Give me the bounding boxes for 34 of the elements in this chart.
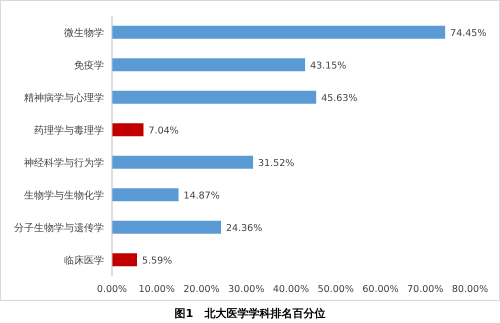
y-tick-label: 分子生物学与遗传学 <box>14 222 104 234</box>
bar <box>112 220 222 234</box>
bar <box>112 253 138 266</box>
x-tick-label: 70.00% <box>407 284 444 295</box>
x-tick-label: 20.00% <box>183 284 220 295</box>
x-tick-label: 30.00% <box>228 284 264 295</box>
x-tick-label: 40.00% <box>272 284 310 295</box>
text: 图1 北大医学学科排名百分位 <box>174 307 326 320</box>
data-label: 7.04% <box>148 125 179 136</box>
x-tick-label: 50.00% <box>318 284 354 295</box>
y-tick-label: 免疫学 <box>74 59 104 72</box>
data-label: 43.15% <box>310 60 346 72</box>
x-tick-label: 60.00% <box>362 284 399 295</box>
y-tick-label: 药理学与毒理学 <box>34 124 104 136</box>
data-label: 74.45% <box>450 28 486 39</box>
data-label: 5.59% <box>142 255 172 266</box>
data-label: 14.87% <box>184 190 220 202</box>
y-tick-label: 生物学与生物化学 <box>24 189 104 202</box>
y-tick-label: 神经科学与行为学 <box>24 156 104 169</box>
bar <box>112 58 306 72</box>
data-label: 24.36% <box>226 222 262 234</box>
data-label: 31.52% <box>258 158 294 169</box>
y-tick-label: 精神病学与心理学 <box>24 92 104 104</box>
bar <box>112 26 446 39</box>
y-tick-label: 微生物学 <box>64 26 104 39</box>
x-tick-label: 10.00% <box>138 284 175 295</box>
y-tick-label: 临床医学 <box>64 254 104 266</box>
data-label: 45.63% <box>321 92 358 104</box>
bar <box>112 90 316 104</box>
x-tick-label: 80.00% <box>452 284 488 295</box>
x-tick-label: 0.00% <box>96 284 128 295</box>
bar <box>112 188 179 202</box>
bar <box>112 156 254 169</box>
bar <box>112 123 144 136</box>
